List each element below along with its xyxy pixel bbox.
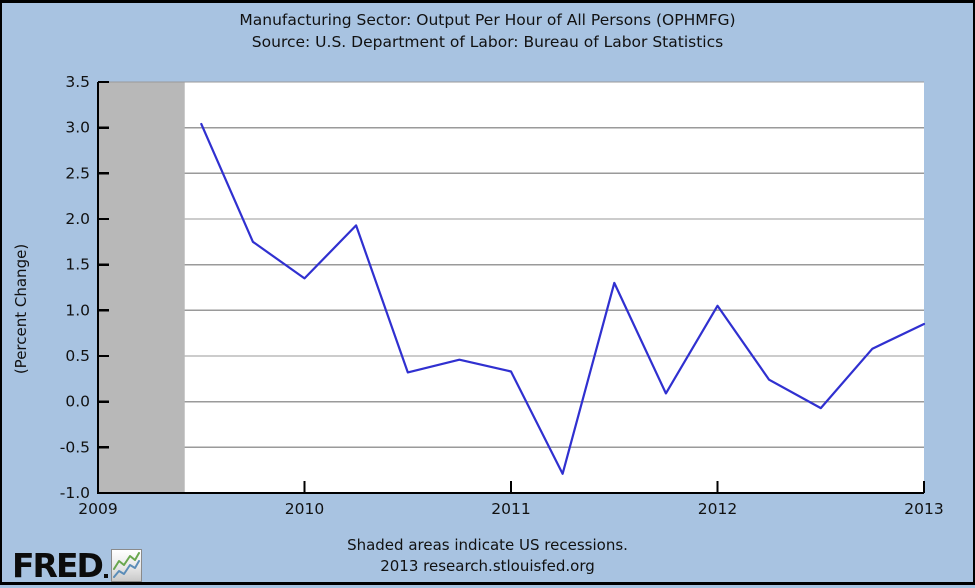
chart-source: Source: U.S. Department of Labor: Bureau…: [251, 33, 724, 51]
fred-logo-chart-icon: [110, 548, 142, 582]
x-tick-label-2009: 2009: [78, 500, 117, 518]
y-tick-label-0.0: 0.0: [65, 393, 90, 411]
y-tick-label-2.5: 2.5: [65, 164, 90, 182]
site-credit: 2013 research.stlouisfed.org: [380, 557, 595, 575]
y-tick-label--0.5: -0.5: [60, 438, 90, 456]
chart-title: Manufacturing Sector: Output Per Hour of…: [239, 11, 736, 29]
chart-header: Manufacturing Sector: Output Per Hour of…: [2, 9, 973, 53]
y-tick-label-0.5: 0.5: [65, 347, 90, 365]
y-tick-label-1.0: 1.0: [65, 301, 90, 319]
y-tick-label-3.5: 3.5: [65, 73, 90, 91]
fred-logo-text: FRED: [12, 545, 104, 585]
x-tick-label-2010: 2010: [285, 500, 324, 518]
y-tick-label-3.0: 3.0: [65, 119, 90, 137]
data-line-ophmfg: [200, 122, 926, 475]
y-tick-label-2.0: 2.0: [65, 210, 90, 228]
fred-trademark-dot: [103, 574, 108, 578]
fred-logo: FRED: [12, 547, 142, 583]
plot-background: [98, 82, 924, 493]
x-tick-label-2012: 2012: [698, 500, 737, 518]
x-tick-label-2011: 2011: [491, 500, 530, 518]
y-tick-label-1.5: 1.5: [65, 256, 90, 274]
recession-band: [98, 82, 185, 493]
y-tick-label--1.0: -1.0: [60, 484, 90, 502]
chart-footer: Shaded areas indicate US recessions. 201…: [2, 535, 973, 577]
recession-note: Shaded areas indicate US recessions.: [347, 536, 628, 554]
x-tick-label-2013: 2013: [904, 500, 943, 518]
